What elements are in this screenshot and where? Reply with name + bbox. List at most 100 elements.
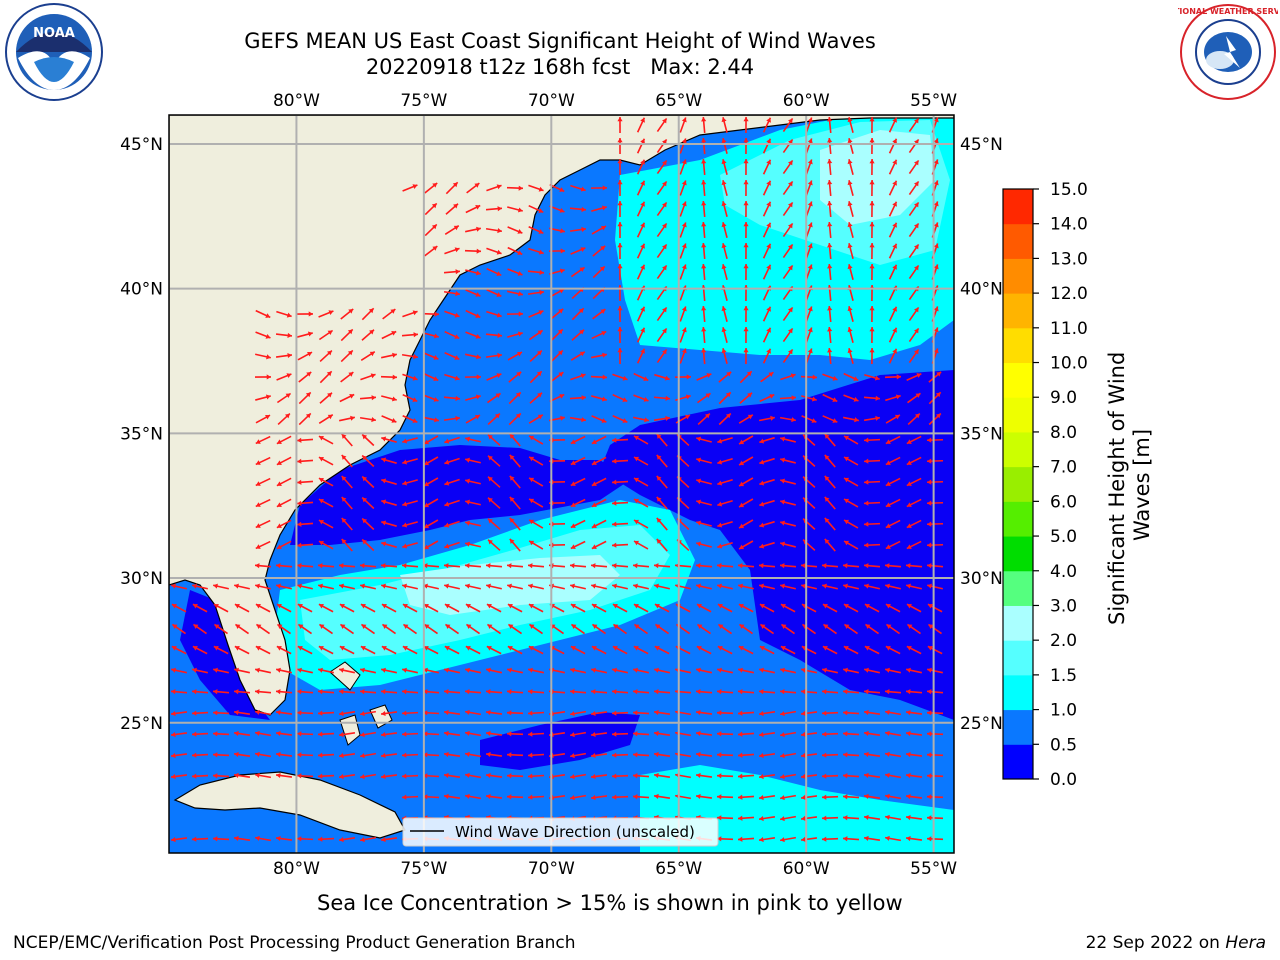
wave-arrow-head: [738, 815, 743, 821]
wave-arrow-head: [319, 624, 325, 629]
wave-arrow-head: [643, 376, 649, 381]
wave-arrow-head: [538, 208, 544, 213]
wave-arrow-head: [528, 731, 533, 737]
wave-arrow-head: [488, 518, 493, 524]
wave-arrow-head: [717, 543, 723, 549]
wave-arrow-head: [255, 544, 261, 549]
wave-arrow-head: [255, 772, 260, 778]
wave-arrow-head: [509, 475, 515, 481]
wave-arrow-head: [581, 226, 586, 233]
wave-arrow-head: [759, 646, 765, 651]
colorbar-swatch: [1003, 466, 1033, 502]
wave-arrow-head: [412, 418, 418, 423]
wave-arrow-head: [571, 624, 577, 629]
wave-arrow-head: [276, 583, 281, 589]
wave-arrow-head: [759, 816, 764, 822]
wave-arrow-head: [717, 794, 722, 800]
wave-arrow-head: [465, 499, 470, 505]
wave-arrow-head: [654, 667, 659, 673]
wave-arrow-head: [528, 667, 533, 673]
wave-arrow-head: [696, 603, 702, 609]
wave-arrow-head: [721, 264, 727, 270]
wave-arrow-head: [633, 731, 638, 737]
wave-arrow-head: [591, 603, 597, 609]
wave-arrow-head: [318, 731, 323, 737]
wave-arrow-head: [885, 772, 890, 778]
wave-arrow-head: [892, 138, 897, 144]
wave-arrow-head: [743, 327, 749, 332]
wave-arrow-head: [864, 479, 869, 485]
wave-arrow-head: [617, 327, 623, 332]
wave-arrow-head: [444, 583, 449, 589]
wave-arrow-head: [509, 517, 515, 523]
wave-arrow-head: [255, 481, 261, 486]
wave-arrow-head: [391, 396, 397, 402]
wave-arrow-head: [895, 394, 901, 400]
wave-arrow-head: [297, 836, 302, 842]
wave-arrow-head: [213, 752, 218, 758]
wave-arrow-head: [822, 752, 827, 758]
wave-arrow-head: [654, 751, 659, 758]
wave-arrow-head: [847, 222, 853, 228]
wave-arrow-head: [570, 481, 576, 486]
wave-arrow-head: [827, 306, 833, 311]
wave-arrow-head: [452, 182, 458, 188]
wave-arrow-head: [807, 180, 813, 186]
wave-arrow-head: [906, 583, 911, 589]
wave-arrow-head: [780, 753, 785, 759]
wave-arrow-head: [822, 689, 827, 695]
wave-arrow-head: [864, 667, 869, 673]
wave-arrow-head: [739, 481, 745, 487]
wave-arrow-head: [822, 836, 827, 842]
wave-arrow-head: [412, 397, 418, 402]
wave-arrow-head: [496, 312, 502, 318]
wave-arrow-head: [885, 563, 890, 569]
wave-arrow-head: [617, 159, 623, 164]
wave-arrow-head: [507, 752, 512, 758]
wave-arrow-head: [341, 517, 347, 523]
wave-arrow-head: [559, 394, 565, 399]
wave-arrow-head: [454, 375, 460, 381]
wave-arrow-head: [875, 395, 880, 401]
lat-tick-label-left: 35°N: [120, 424, 163, 444]
wave-arrow-head: [276, 772, 281, 779]
wave-arrow-head: [580, 247, 586, 252]
wave-arrow-head: [193, 624, 199, 629]
wave-arrow-head: [423, 646, 429, 651]
wave-arrow-head: [578, 308, 584, 314]
wave-arrow-head: [570, 502, 576, 507]
wave-arrow-head: [412, 184, 418, 189]
wave-arrow-head: [643, 396, 649, 402]
wave-arrow-head: [875, 415, 880, 421]
wave-arrow-head: [717, 815, 722, 821]
wave-arrow-head: [488, 455, 493, 461]
wave-arrow-head: [349, 394, 355, 399]
colorbar-swatch: [1003, 501, 1033, 537]
wave-arrow-head: [444, 751, 449, 758]
wave-arrow-head: [318, 583, 323, 589]
nws-logo: NATIONAL WEATHER SERVICE: [1178, 4, 1278, 100]
wave-arrow-head: [255, 583, 260, 589]
wave-arrow-head: [824, 433, 830, 439]
wave-arrow-head: [559, 207, 565, 213]
wave-arrow-head: [600, 225, 606, 231]
wave-arrow-head: [445, 624, 451, 629]
wave-arrow-head: [927, 479, 932, 485]
lat-tick-label-right: 25°N: [960, 714, 1003, 734]
wave-arrow-head: [570, 460, 576, 465]
wave-arrow-head: [297, 479, 302, 485]
wave-arrow-head: [339, 773, 344, 780]
wave-arrow-head: [906, 709, 911, 716]
wave-arrow-head: [381, 436, 387, 442]
wave-arrow-head: [617, 201, 623, 206]
map-title: GEFS MEAN US East Coast Significant Heig…: [120, 28, 1000, 80]
wave-arrow-head: [486, 689, 491, 695]
wave-arrow-head: [529, 477, 535, 483]
wave-arrow-head: [885, 730, 890, 736]
wave-arrow-head: [662, 244, 667, 250]
wave-arrow-head: [192, 710, 197, 716]
wave-arrow-head: [444, 459, 450, 465]
wave-arrow-head: [444, 501, 450, 507]
wave-arrow-head: [822, 815, 827, 821]
wave-arrow-head: [402, 583, 407, 589]
